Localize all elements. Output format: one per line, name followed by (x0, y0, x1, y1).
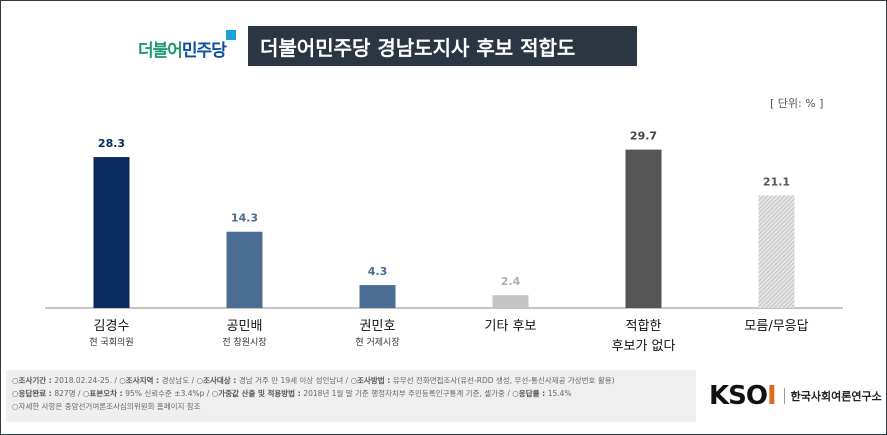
footnote-item: ○조사기간 : 2018.02.24-25. / (12, 376, 120, 385)
footnote-item: ○응답완료 : 827명 / (12, 389, 83, 398)
chart-title: 더불어민주당 경남도지사 후보 적합도 (248, 26, 637, 66)
bar-3 (359, 285, 396, 308)
category-label-1: 김경수 (94, 319, 130, 334)
category-sublabel-2: 전 창원시장 (222, 337, 266, 348)
unit-label: [ 단위: % ] (770, 97, 824, 110)
footnote-item: ○응답률 : 15.4% (512, 389, 572, 398)
footnote-item: ○조사방법 : 유무선 전화면접조사(유선-RDD 생성, 무선-통신사제공 가… (350, 376, 615, 385)
footnote-item: ○가중값 산출 및 적용방법 : 2018년 1월 말 기준 행정자치부 주민등… (211, 389, 513, 398)
survey-footnote: ○조사기간 : 2018.02.24-25. / ○조사지역 : 경상남도 / … (6, 370, 696, 422)
category-sublabel-5: 후보가 없다 (612, 339, 676, 354)
bar-5 (625, 149, 662, 308)
category-label-4: 기타 후보 (485, 319, 537, 334)
data-label-2: 14.3 (231, 212, 258, 225)
footnote-item: ○조사지역 : 경상남도 / (119, 376, 197, 385)
footnote-item: ○표본오차 : 95% 신뢰수준 ±3.4%p / (82, 389, 212, 398)
bar-2 (226, 231, 263, 308)
data-label-5: 29.7 (630, 130, 657, 143)
category-sublabel-1: 현 국회의원 (89, 337, 133, 348)
footnote-item: ○조사대상 : 경남 거주 만 19세 이상 성인남녀 / (196, 376, 351, 385)
category-label-6: 모름/무응답 (744, 319, 808, 334)
footnote-line-2: ○응답완료 : 827명 / ○표본오차 : 95% 신뢰수준 ±3.4%p /… (12, 387, 690, 400)
logo-mark-icon (226, 30, 236, 40)
bar-1 (93, 157, 130, 308)
ksoi-name: 한국사회여론연구소 (783, 388, 882, 404)
category-label-3: 권민호 (360, 319, 396, 334)
party-logo: 더불어민주당 (138, 41, 227, 61)
category-sublabel-3: 현 거제시장 (355, 337, 399, 348)
bar-4 (492, 295, 529, 308)
data-label-3: 4.3 (368, 265, 388, 278)
category-label-2: 공민배 (227, 319, 263, 334)
data-label-6: 21.1 (763, 175, 790, 188)
footnote-line-3: ○자세한 사항은 중앙선거여론조사심의위원회 홈페이지 참조 (12, 402, 201, 411)
data-label-4: 2.4 (501, 275, 521, 288)
bar-6 (758, 195, 795, 308)
ksoi-logo: KSOI 한국사회여론연구소 (709, 381, 882, 411)
data-label-1: 28.3 (98, 137, 125, 150)
footnote-line-1: ○조사기간 : 2018.02.24-25. / ○조사지역 : 경상남도 / … (12, 374, 690, 387)
category-label-5: 적합한 (626, 319, 662, 334)
